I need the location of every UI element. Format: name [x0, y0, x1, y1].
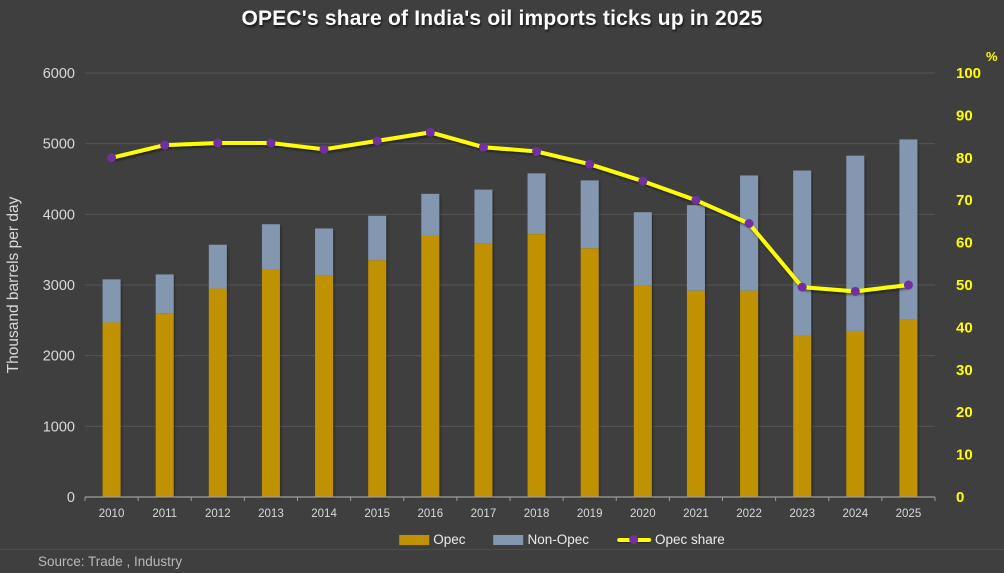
source-note: Source: Trade , Industry — [38, 554, 183, 569]
svg-text:2021: 2021 — [683, 508, 709, 520]
non-opec-swatch-icon — [493, 534, 524, 545]
svg-text:0: 0 — [956, 489, 964, 506]
svg-text:2024: 2024 — [843, 508, 869, 520]
svg-text:2010: 2010 — [99, 508, 125, 520]
svg-text:2023: 2023 — [789, 508, 815, 520]
svg-text:1000: 1000 — [43, 419, 75, 435]
svg-text:90: 90 — [956, 107, 973, 124]
legend-label-opec: Opec — [433, 532, 466, 547]
legend-item-opec-share: Opec share — [617, 532, 725, 547]
legend-item-non-opec: Non-Opec — [493, 532, 589, 547]
svg-text:2018: 2018 — [524, 508, 550, 520]
svg-text:2017: 2017 — [471, 508, 497, 520]
svg-text:6000: 6000 — [43, 66, 75, 82]
right-axis-unit-label: % — [986, 49, 998, 64]
svg-text:100: 100 — [956, 65, 981, 82]
svg-text:2000: 2000 — [43, 349, 75, 365]
svg-text:2022: 2022 — [736, 508, 762, 520]
svg-text:2013: 2013 — [258, 508, 284, 520]
svg-text:2025: 2025 — [896, 508, 922, 520]
svg-text:2020: 2020 — [630, 508, 656, 520]
svg-text:20: 20 — [956, 404, 973, 421]
svg-text:0: 0 — [67, 490, 75, 506]
legend-label-opec-share: Opec share — [655, 532, 725, 547]
svg-text:3000: 3000 — [43, 278, 75, 294]
svg-text:80: 80 — [956, 150, 973, 167]
svg-text:2016: 2016 — [418, 508, 444, 520]
svg-text:2011: 2011 — [152, 508, 177, 520]
svg-text:40: 40 — [956, 319, 973, 336]
svg-text:70: 70 — [956, 192, 973, 209]
svg-text:4000: 4000 — [43, 207, 75, 223]
svg-text:5000: 5000 — [43, 137, 75, 153]
legend: Opec Non-Opec Opec share — [399, 532, 725, 547]
svg-text:60: 60 — [956, 235, 973, 252]
left-axis-title: Thousand barrels per day — [5, 196, 22, 373]
legend-item-opec: Opec — [399, 532, 465, 547]
svg-text:2015: 2015 — [364, 508, 390, 520]
svg-text:2012: 2012 — [205, 508, 231, 520]
svg-text:2014: 2014 — [311, 508, 337, 520]
opec-share-line-icon — [617, 534, 652, 545]
legend-label-non-opec: Non-Opec — [527, 532, 590, 547]
footer-divider — [0, 549, 1004, 550]
chart-title: OPEC's share of India's oil imports tick… — [241, 7, 763, 30]
svg-text:10: 10 — [956, 447, 973, 464]
svg-text:50: 50 — [956, 277, 973, 294]
opec-swatch-icon — [399, 534, 430, 545]
svg-text:2019: 2019 — [577, 508, 603, 520]
svg-text:30: 30 — [956, 362, 973, 379]
